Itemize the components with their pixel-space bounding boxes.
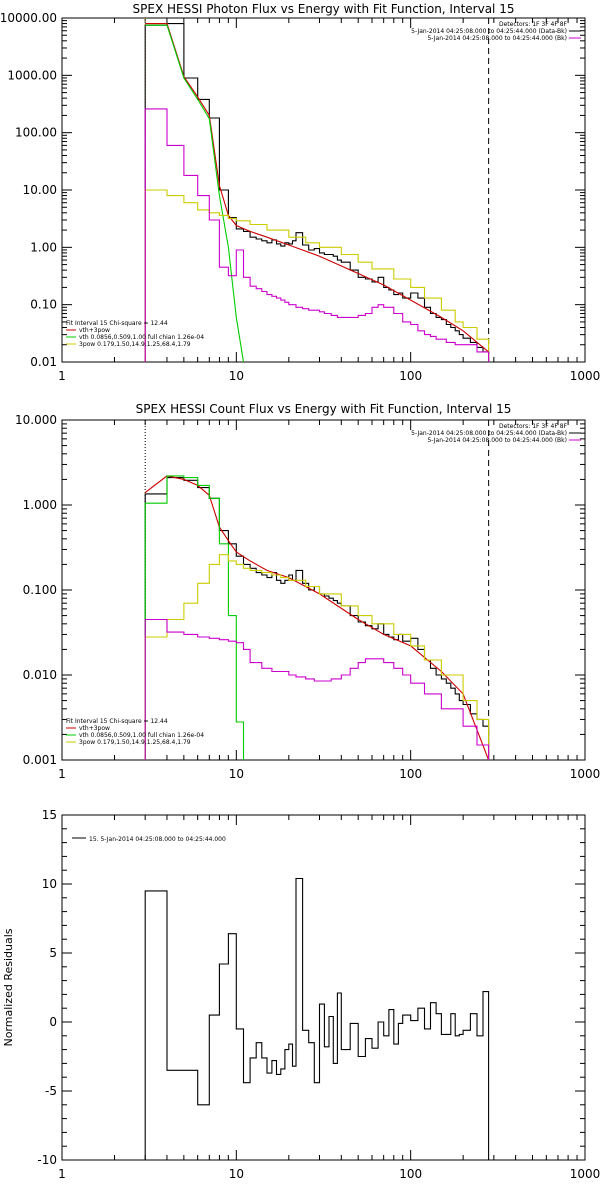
- y-tick-label: 10000.00: [0, 11, 57, 25]
- x-tick-label: 100: [399, 369, 422, 383]
- legend-top-text: 5-Jan-2014 04:25:08.000 to 04:25:44.000 …: [411, 28, 567, 35]
- y-tick-label: 10.000: [15, 413, 57, 427]
- legend-bottom-text: 3pow 0.179,1.50,14.9,1.25,68.4,1.79: [79, 739, 191, 746]
- plot-frame: [61, 814, 586, 1161]
- legend-bottom-text: Fit Interval 15 Chi-square = 12.44: [66, 718, 168, 725]
- y-tick-label: 0: [49, 1015, 57, 1029]
- y-axis-label: Normalized Residuals: [2, 928, 15, 1046]
- x-tick-label: 1000: [570, 369, 600, 383]
- chart-title: SPEX HESSI Photon Flux vs Energy with Fi…: [133, 2, 515, 16]
- y-tick-label: 0.100: [23, 583, 57, 597]
- series-line-4: [144, 554, 490, 760]
- legend-bottom-text: vth+3pow: [79, 327, 110, 334]
- legend-top-text: Detectors: 1F 3F 4F 8F: [499, 423, 568, 430]
- y-tick-label: -5: [45, 1084, 57, 1098]
- x-tick-label: 10: [229, 1167, 244, 1181]
- x-tick-label: 100: [399, 1167, 422, 1181]
- series-line-3: [144, 475, 245, 760]
- y-tick-label: 10: [42, 877, 57, 891]
- y-tick-label: 100.00: [15, 126, 57, 140]
- series-line-2: [145, 23, 489, 353]
- x-tick-label: 1: [58, 767, 66, 781]
- x-tick-label: 1000: [570, 1167, 600, 1181]
- legend-bottom-text: vth 0.0856,0.509,1.00 full chian 1.26e-0…: [79, 732, 204, 739]
- y-tick-label: 1.00: [30, 240, 57, 254]
- y-tick-label: 0.01: [30, 355, 57, 369]
- y-tick-label: 10.00: [23, 183, 57, 197]
- legend-top-text: 5-Jan-2014 04:25:08.000 to 04:25:44.000 …: [427, 437, 567, 444]
- series-line-5: [144, 108, 490, 362]
- x-tick-label: 10: [229, 767, 244, 781]
- y-tick-label: 15: [42, 808, 57, 822]
- legend-bottom-text: vth 0.0856,0.509,1.00 full chian 1.26e-0…: [79, 334, 204, 341]
- y-tick-label: 0.10: [30, 298, 57, 312]
- x-tick-label: 10: [229, 369, 244, 383]
- legend-bottom-text: vth+3pow: [79, 725, 110, 732]
- chart-title: SPEX HESSI Count Flux vs Energy with Fit…: [136, 402, 512, 416]
- series-line-1: [144, 877, 490, 1160]
- y-tick-label: 0.001: [23, 753, 57, 767]
- x-tick-label: 1: [58, 369, 66, 383]
- x-tick-label: 1: [58, 1167, 66, 1181]
- legend-top-text: 15. 5-Jan-2014 04:25:08.000 to 04:25:44.…: [89, 836, 226, 843]
- x-tick-label: 100: [399, 767, 422, 781]
- series-line-2: [144, 475, 490, 760]
- series-line-1: [144, 477, 490, 760]
- panel-3: 1 10 100 1000 -10 -5 0 5 10 15 Normalized Residual…: [2, 808, 600, 1181]
- legend-bottom-text: 3pow 0.179,1.50,14.9,1.25,68.4,1.79: [79, 341, 191, 348]
- y-tick-label: 1000.00: [7, 68, 57, 82]
- legend-top-text: 5-Jan-2014 04:25:08.000 to 04:25:44.000 …: [427, 35, 567, 42]
- y-tick-label: 5: [49, 946, 57, 960]
- legend-top-text: Detectors: 1F 3F 4F 8F: [499, 21, 568, 28]
- series-line-1: [144, 23, 490, 362]
- legend-bottom-text: Fit Interval 15 Chi-square = 12.44: [66, 320, 168, 327]
- legend-top-text: 5-Jan-2014 04:25:08.000 to 04:25:44.000 …: [411, 430, 567, 437]
- y-tick-label: 1.000: [23, 498, 57, 512]
- panel-1: SPEX HESSI Photon Flux vs Energy with Fi…: [0, 2, 600, 383]
- series-line-3: [145, 24, 245, 362]
- x-tick-label: 1000: [570, 767, 600, 781]
- y-tick-label: -10: [37, 1153, 57, 1167]
- y-tick-label: 0.010: [23, 668, 57, 682]
- panel-2: SPEX HESSI Count Flux vs Energy with Fit…: [15, 402, 600, 781]
- series-line-5: [144, 618, 490, 760]
- plot-frame: [61, 17, 586, 363]
- plot-frame: [61, 419, 586, 761]
